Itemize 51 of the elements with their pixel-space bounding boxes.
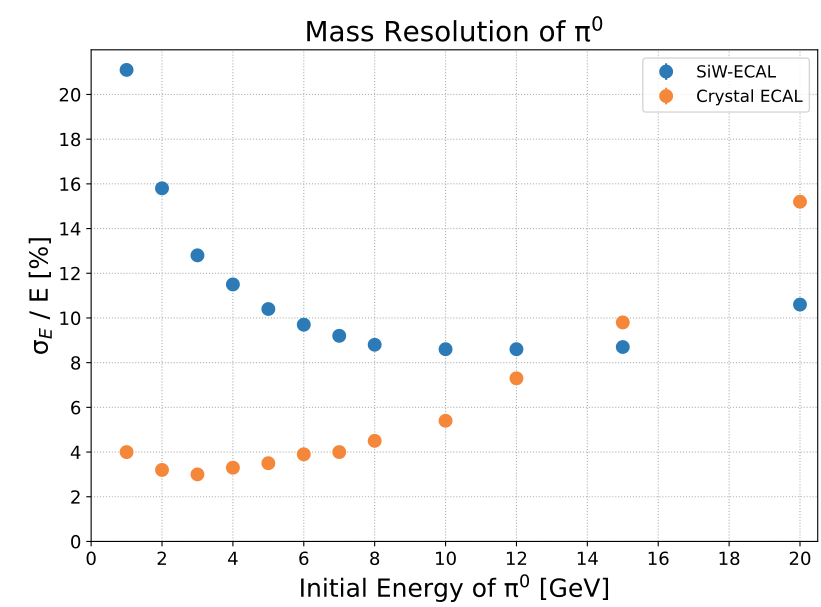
x-tick-label: 12 [506, 551, 526, 565]
point [296, 447, 311, 462]
x-axis-title: Initial Energy of π$^{0}$ [GeV] [301, 574, 608, 602]
legend-label: Crystal ECAL [697, 89, 803, 106]
point [616, 315, 630, 330]
point [155, 181, 169, 196]
point [120, 445, 134, 459]
y-tick-label: 16 [60, 177, 80, 191]
point [510, 371, 524, 386]
x-tick-label: 8 [370, 551, 380, 566]
x-tick-label: 10 [436, 551, 456, 566]
y-tick-label: 4 [70, 446, 80, 459]
point [332, 445, 346, 459]
x-tick-label: 0 [86, 551, 96, 566]
point [261, 456, 276, 470]
chart-title: Mass Resolution of π$^{0}$ [307, 16, 602, 42]
y-tick-label: 0 [71, 534, 80, 549]
point [510, 342, 524, 356]
x-tick-label: 20 [790, 551, 810, 566]
point [296, 318, 311, 332]
y-tick-label: 20 [60, 88, 80, 102]
x-tick-label: 4 [228, 552, 238, 565]
point [368, 434, 382, 448]
y-tick-label: 12 [60, 266, 80, 280]
x-tick-label: 18 [720, 551, 740, 566]
point [190, 248, 204, 262]
point [793, 194, 807, 209]
y-tick-label: 8 [71, 356, 80, 370]
point [793, 298, 807, 312]
y-tick-label: 18 [60, 132, 80, 146]
point [226, 277, 240, 292]
point [155, 462, 169, 477]
point [190, 467, 204, 482]
point [438, 414, 453, 428]
legend-label: SiW-ECAL [697, 64, 776, 78]
y-tick-label: 14 [60, 222, 80, 236]
point [438, 342, 453, 356]
point [120, 62, 134, 77]
y-axis-title: σ$_{E}$ / E [%] [28, 238, 52, 354]
x-tick-label: 2 [158, 551, 166, 565]
x-tick-label: 6 [299, 551, 308, 566]
y-tick-label: 10 [60, 311, 80, 326]
y-tick-label: 6 [71, 400, 80, 414]
point [226, 460, 240, 475]
point [368, 338, 382, 352]
y-tick-label: 2 [71, 490, 80, 504]
point [261, 302, 276, 316]
point [616, 340, 630, 354]
x-tick-label: 14 [578, 552, 598, 565]
point [332, 328, 346, 343]
x-tick-label: 16 [648, 551, 669, 566]
